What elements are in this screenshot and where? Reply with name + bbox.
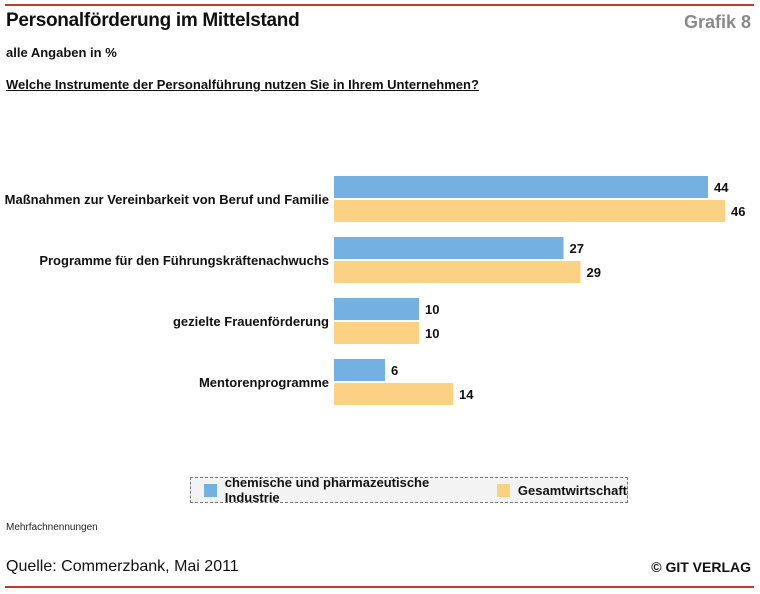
- legend-label-chemie: chemische und pharmazeutische Industrie: [224, 475, 430, 505]
- data-label: 29: [587, 265, 601, 280]
- data-label: 44: [714, 180, 729, 195]
- category-label: gezielte Frauenförderung: [173, 314, 329, 329]
- bar-chemie: [334, 359, 385, 381]
- legend-swatch-gesamt: [496, 483, 510, 497]
- bar-chemie: [334, 298, 419, 320]
- subtitle: alle Angaben in %: [6, 45, 117, 60]
- source-line: Quelle: Commerzbank, Mai 2011: [6, 558, 239, 575]
- bar-chemie: [334, 237, 564, 259]
- figure-number: Grafik 8: [683, 12, 751, 32]
- legend-item-chemie: chemische und pharmazeutische Industrie: [204, 475, 483, 505]
- data-label: 46: [731, 204, 745, 219]
- bottom-rule: [5, 586, 754, 588]
- data-label: 27: [570, 241, 584, 256]
- page-title: Personalförderung im Mittelstand: [6, 10, 300, 31]
- category-label: Maßnahmen zur Vereinbarkeit von Beruf un…: [5, 192, 329, 207]
- data-label: 10: [425, 302, 439, 317]
- legend-label-gesamt: Gesamtwirtschaft: [517, 482, 627, 498]
- data-label: 14: [459, 387, 474, 402]
- bar-gesamt: [334, 383, 453, 405]
- bar-gesamt: [334, 200, 725, 222]
- category-label: Mentorenprogramme: [199, 375, 329, 390]
- data-label: 10: [425, 326, 439, 341]
- chart-legend: chemische und pharmazeutische Industrie …: [190, 475, 628, 505]
- legend-item-gesamt: Gesamtwirtschaft: [496, 482, 627, 498]
- footnote: Mehrfachnennungen: [6, 522, 98, 533]
- bar-gesamt: [334, 322, 419, 344]
- bar-gesamt: [334, 261, 581, 283]
- top-rule: [5, 4, 754, 6]
- survey-question: Welche Instrumente der Personalführung n…: [6, 77, 479, 92]
- data-label: 6: [391, 363, 398, 378]
- legend-swatch-chemie: [204, 483, 217, 497]
- category-label: Programme für den Führungskräftenachwuch…: [39, 253, 329, 268]
- copyright: © GIT VERLAG: [651, 559, 751, 575]
- bar-chemie: [334, 176, 708, 198]
